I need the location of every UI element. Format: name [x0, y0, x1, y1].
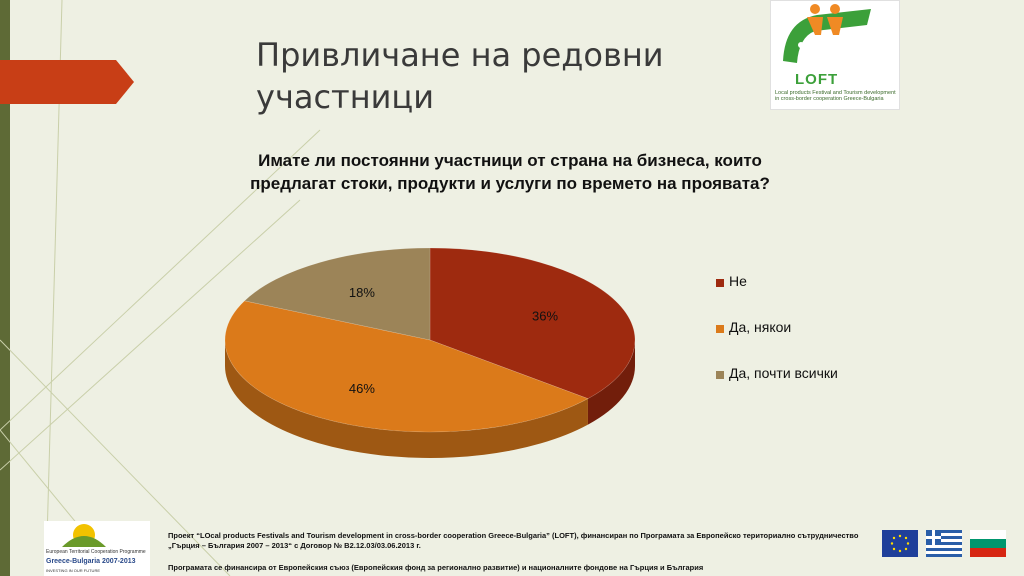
pie-slice-1 [224, 300, 589, 433]
footer-project-text: Проект “LOcal products Festivals and Tou… [168, 531, 859, 550]
programme-logo-graphic [62, 524, 106, 547]
programme-logo-line2: Greece-Bulgaria 2007-2013 [46, 558, 136, 565]
slide-title: Привличане на редовни участници [256, 36, 664, 116]
loft-logo-graphic [783, 4, 871, 63]
greek-flag-icon [926, 530, 962, 557]
legend-swatch-da-pochti-vsichki [716, 371, 724, 379]
logo-wordmark: LOFT [795, 71, 839, 88]
legend-label-da-nyakoi: Да, някои [729, 319, 792, 335]
legend-label-da-pochti-vsichki: Да, почти всички [729, 365, 838, 381]
legend-swatch-ne [716, 279, 724, 287]
legend-label-ne: Не [729, 273, 747, 289]
logo-tagline: Local products Festival and Tourism deve… [775, 90, 896, 102]
programme-logo: European Territorial Cooperation Program… [44, 521, 150, 576]
programme-logo-line1: European Territorial Cooperation Program… [46, 549, 146, 555]
pie-slice-side-1 [225, 340, 588, 459]
loft-logo: LOFT Local products Festival and Tourism… [770, 0, 900, 110]
left-edge-bar [0, 0, 10, 576]
title-arrow-shape [0, 60, 134, 104]
bulgarian-flag-icon [970, 530, 1006, 557]
chart-title: Имате ли постоянни участници от страна н… [250, 151, 770, 193]
pie-slice-side-0 [587, 340, 635, 425]
pie-data-label-0: 36% [532, 309, 558, 324]
eu-flag-icon [882, 530, 918, 557]
legend-swatch-da-nyakoi [716, 325, 724, 333]
pie-slice-2 [243, 247, 431, 341]
pie-data-label-2: 18% [349, 285, 375, 300]
programme-logo-line3: INVESTING IN OUR FUTURE [46, 568, 101, 573]
pie-slice-0 [429, 247, 636, 399]
footer-funding-text: Програмата се финансира от Европейския с… [168, 563, 704, 572]
pie-data-label-1: 46% [349, 381, 375, 396]
